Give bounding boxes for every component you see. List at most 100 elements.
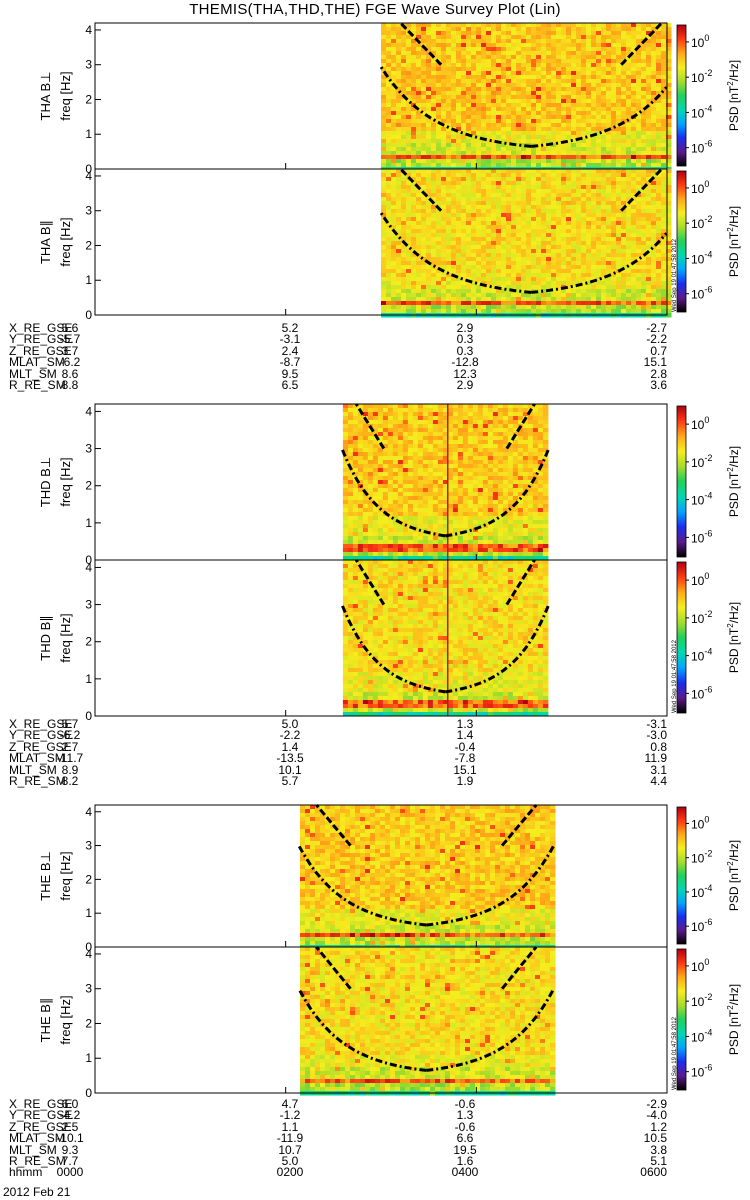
panel-label: THA B∥ [38,220,53,264]
colorbar-tick-label: 10-2 [691,849,712,866]
time-tick-label: 0000 [57,1166,84,1178]
ephemeris-row: Y_RE_GSE -4.2 -1.2 1.3 -4.0 [0,1109,700,1121]
colorbar-tick-label: 10-4 [691,491,712,508]
time-tick-label: 0600 [640,1166,667,1178]
spectrogram-heatmap [381,169,672,318]
y-tick-label: 1 [85,516,92,530]
y-tick-label: 4 [85,805,92,819]
y-axis-label: freq [Hz] [58,71,73,120]
ephemeris-value: 6.5 [282,379,299,391]
time-axis-row: hhmm 0000 0200 0400 0600 [0,1166,700,1178]
colorbar-tick-label: 10-6 [691,684,712,701]
ephemeris-row: R_RE_SM 8.2 5.7 1.9 4.4 [0,775,700,787]
colorbar-label: PSD [nT2/Hz] [726,984,741,1055]
colorbar [677,406,686,557]
y-axis-label: freq [Hz] [58,851,73,900]
y-tick-label: 3 [85,442,92,456]
y-tick-label: 1 [85,906,92,920]
y-tick-label: 2 [85,92,92,106]
colorbar-tick-label: 10-4 [691,103,712,120]
colorbar-label: PSD [nT2/Hz] [726,840,741,911]
ephemeris-value: 4.4 [650,775,667,787]
colorbar-tick-label: 10-2 [691,68,712,85]
colorbar [677,25,686,166]
ephemeris-value: 8.8 [62,379,79,391]
y-tick-label: 0 [85,308,92,322]
colorbar-tick-label: 10-6 [691,1063,712,1080]
ephemeris-row: Y_RE_GSE -5.7 -3.1 0.3 -2.2 [0,333,700,345]
y-tick-label: 2 [85,872,92,886]
colorbar-tick-label: 10-6 [691,528,712,545]
colorbar-tick-label: 100 [691,571,709,588]
y-tick-label: 2 [85,479,92,493]
y-tick-label: 1 [85,672,92,686]
colorbar-tick-label: 10-4 [691,1027,712,1044]
ephemeris-row: Z_RE_GSE 2.7 1.4 -0.4 0.8 [0,741,700,753]
ephemeris-row: X_RE_GSE 5.6 5.2 2.9 -2.7 [0,322,700,334]
colorbar-tick-label: 100 [691,415,709,432]
colorbar-tick-label: 10-2 [691,992,712,1009]
y-tick-label: 4 [85,947,92,961]
ephemeris-value: 8.2 [62,775,79,787]
colorbar-label: PSD [nT2/Hz] [726,446,741,517]
colorbar [677,562,686,713]
ephemeris-row-label: R_RE_SM [9,775,66,787]
y-tick-label: 1 [85,127,92,141]
colorbar-label: PSD [nT2/Hz] [726,602,741,673]
colorbar-tick-label: 10-4 [691,249,712,266]
colorbar [677,807,686,944]
y-tick-label: 2 [85,635,92,649]
ephemeris-row: MLAT_SM -6.2 -8.7 -12.8 15.1 [0,356,700,368]
ephemeris-row: MLT_SM 9.3 10.7 19.5 3.8 [0,1144,700,1156]
colorbar-label: PSD [nT2/Hz] [726,206,741,277]
ephemeris-value: 1.9 [457,775,474,787]
colorbar-tick-label: 100 [691,33,709,50]
ephemeris-row: Z_RE_GSE 2.5 1.1 -0.6 1.2 [0,1121,700,1133]
spectrogram-heatmap [381,23,672,172]
ephemeris-row: MLT_SM 8.6 9.5 12.3 2.8 [0,368,700,380]
y-tick-label: 3 [85,204,92,218]
colorbar-tick-label: 100 [691,814,709,831]
spectrogram-figure: 0 1 2 3 4 freq [Hz] THA B⊥ 100 10-2 10-4 10-6 PSD [… [0,0,750,1200]
panel-label: THD B∥ [38,615,53,661]
timestamp-stamp: Wed Sep 19 01:47:58 2012 [672,1016,678,1090]
y-tick-label: 4 [85,169,92,183]
colorbar [677,171,686,312]
ephemeris-value: 3.6 [650,379,667,391]
ephemeris-row: MLT_SM 8.9 10.1 15.1 3.1 [0,764,700,776]
y-tick-label: 2 [85,1016,92,1030]
y-tick-label: 4 [85,404,92,418]
colorbar-tick-label: 100 [691,957,709,974]
y-axis-label: freq [Hz] [58,613,73,662]
y-axis-label: freq [Hz] [58,995,73,1044]
ephemeris-row-label: R_RE_SM [9,379,66,391]
colorbar-tick-label: 10-6 [691,285,712,302]
panel-label: THA B⊥ [38,72,53,121]
timestamp-stamp: Wed Sep 19 01:47:58 2012 [672,238,678,312]
ephemeris-row: R_RE_SM 7.7 5.0 1.6 5.1 [0,1155,700,1167]
ephemeris-value: 5.7 [282,775,299,787]
y-tick-label: 3 [85,982,92,996]
y-tick-label: 3 [85,598,92,612]
colorbar-tick-label: 100 [691,179,709,196]
ephemeris-row: X_RE_GSE 6.0 4.7 -0.6 -2.9 [0,1098,700,1110]
ephemeris-row: Z_RE_GSE 3.7 2.4 0.3 0.7 [0,345,700,357]
colorbar-tick-label: 10-2 [691,609,712,626]
y-tick-label: 2 [85,238,92,252]
time-tick-label: 0400 [452,1166,479,1178]
panel-label: THE B⊥ [38,851,53,901]
ephemeris-value: 2.9 [457,379,474,391]
ephemeris-row: MLAT_SM -11.7 -13.5 -7.8 11.9 [0,752,700,764]
ephemeris-row: R_RE_SM 8.8 6.5 2.9 3.6 [0,379,700,391]
date-label: 2012 Feb 21 [3,1185,70,1199]
y-tick-label: 4 [85,560,92,574]
ephemeris-row: X_RE_GSE 5.7 5.0 1.3 -3.1 [0,718,700,730]
y-axis-label: freq [Hz] [58,217,73,266]
colorbar [677,949,686,1090]
